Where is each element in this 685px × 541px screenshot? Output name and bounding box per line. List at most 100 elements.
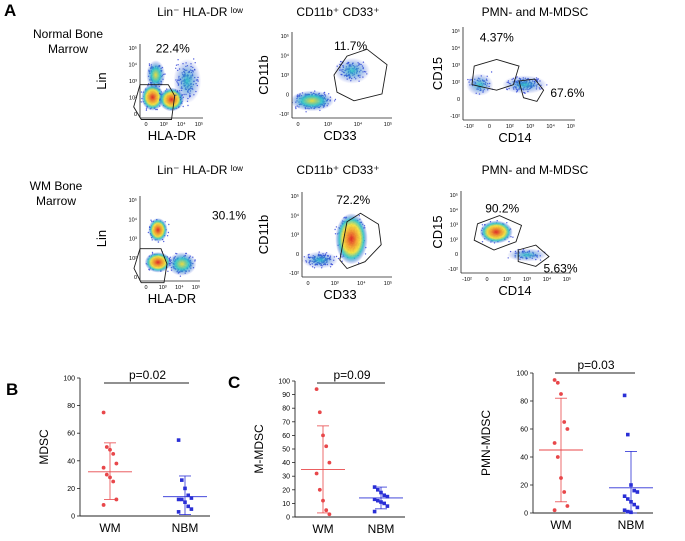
flow-tick-x: -10² <box>462 277 472 283</box>
event-cloud <box>466 71 548 96</box>
data-point-nbm <box>622 508 627 512</box>
flow-tick-y: 0 <box>134 275 137 281</box>
category-label: NBM <box>368 522 395 536</box>
flow-tick-y: 10³ <box>129 79 137 85</box>
dot-plot-1: 0 20 40 60 80 100 MDSC p=0.02 WM NBM <box>37 368 210 535</box>
gate-percentage: 5.63% <box>544 261 578 275</box>
data-point-nbm <box>622 494 627 498</box>
flow-tick-x: 10⁵ <box>192 284 200 291</box>
y-tick-label: 60 <box>67 431 75 438</box>
data-point-wm <box>111 479 116 484</box>
flow-plot-title: CD11b⁺ CD33⁺ <box>296 163 379 177</box>
category-label: NBM <box>172 521 199 535</box>
flow-tick-y: 10³ <box>450 223 458 229</box>
flow-tick-y: 10³ <box>291 233 299 239</box>
y-tick-label: 80 <box>520 399 528 406</box>
flow-tick-x: 0 <box>144 285 147 291</box>
y-tick-label: 100 <box>278 379 290 386</box>
flow-tick-y: -10² <box>448 267 458 273</box>
data-point-wm <box>562 490 567 494</box>
data-point-nbm <box>626 432 630 437</box>
gate-polygon <box>133 248 168 284</box>
flow-tick-y: 10⁴ <box>291 212 300 219</box>
flow-plot-title: PMN- and M-MDSC <box>482 163 589 177</box>
data-point-wm <box>324 508 329 513</box>
row-label-normal-line1: Normal Bone <box>33 27 103 41</box>
data-point-nbm <box>372 485 377 489</box>
data-point-wm <box>101 503 106 507</box>
category-label: WM <box>550 518 571 532</box>
flow-tick-x: 10⁵ <box>384 280 392 287</box>
data-point-wm <box>101 465 106 470</box>
data-point-nbm <box>632 502 636 507</box>
row-label-normal-line2: Marrow <box>48 42 88 56</box>
flow-ylabel: CD15 <box>430 57 445 90</box>
flow-plot-title: CD11b⁺ CD33⁺ <box>296 5 379 19</box>
flow-tick-y: 10³ <box>129 237 137 243</box>
flow-tick-x: 10⁴ <box>354 121 363 128</box>
data-point-wm <box>114 461 119 466</box>
dot-plot-3: 0 20 40 60 80 100 PMN-MDSC p=0.03 WM NBM <box>479 358 653 532</box>
flow-tick-x: 10³ <box>159 285 167 291</box>
flow-tick-y: 0 <box>286 93 289 99</box>
data-point-wm <box>317 487 322 492</box>
flow-plot-1-1: CD11b⁺ CD33⁺ 10⁵ 10⁴ 10³ 0 -10² 0 10³ 10⁴ 10⁵ CD33… <box>256 163 392 302</box>
gate-percentage: 72.2% <box>336 193 370 207</box>
data-point-nbm <box>382 501 386 506</box>
flow-tick-x: 10³ <box>331 281 339 287</box>
flow-tick-y: 10² <box>129 256 137 262</box>
data-point-nbm <box>176 510 181 514</box>
data-point-wm <box>552 441 557 445</box>
data-point-nbm <box>186 504 190 509</box>
data-point-wm <box>555 455 560 459</box>
flow-tick-y: 10⁴ <box>281 53 290 60</box>
gate-percentage: 67.6% <box>550 86 584 100</box>
data-point-wm <box>562 420 567 424</box>
data-point-nbm <box>180 497 184 502</box>
flow-tick-y: -10² <box>450 114 460 120</box>
flow-tick-y: 10³ <box>452 63 460 69</box>
y-tick-label: 40 <box>282 460 290 467</box>
flow-ylabel: Lin <box>94 72 109 89</box>
flow-tick-y: 10⁴ <box>450 207 459 214</box>
event-cloud <box>302 213 368 269</box>
flow-plot-1-2: PMN- and M-MDSC 10⁵ 10⁴ 10³ 10² 0 -10² -10² 0 10²… <box>430 163 589 298</box>
flow-tick-x: 10⁵ <box>563 276 571 283</box>
data-point-wm <box>555 380 560 385</box>
data-point-nbm <box>385 504 390 508</box>
data-point-nbm <box>379 490 383 495</box>
gate-percentage: 11.7% <box>334 39 367 53</box>
y-tick-label: 60 <box>520 427 528 434</box>
gate-percentage: 30.1% <box>212 209 246 223</box>
data-point-nbm <box>376 498 380 503</box>
flow-tick-y: 10⁵ <box>129 197 137 204</box>
y-tick-label: 10 <box>282 501 290 508</box>
flow-tick-y: 10² <box>129 96 137 102</box>
data-point-wm <box>114 497 119 502</box>
y-tick-label: 0 <box>524 511 528 518</box>
event-cloud <box>144 218 197 277</box>
flow-plot-0-1: CD11b⁺ CD33⁺ 10⁵ 10⁴ 10³ 0 -10² 0 10³ 10⁴ 10⁵ CD33… <box>256 5 392 143</box>
flow-tick-x: 10³ <box>526 124 534 130</box>
data-point-wm <box>104 445 109 449</box>
data-point-nbm <box>635 505 640 510</box>
data-point-wm <box>317 410 322 415</box>
data-point-wm <box>108 475 112 480</box>
flow-plot-title: PMN- and M-MDSC <box>482 5 589 19</box>
flow-tick-y: 10³ <box>281 73 289 79</box>
flow-tick-y: 10² <box>450 237 458 243</box>
data-point-wm <box>565 504 570 508</box>
flow-plot-title: Lin⁻ HLA-DR ˡᵒʷ <box>157 163 243 177</box>
p-value: p=0.09 <box>333 368 370 382</box>
p-value: p=0.02 <box>129 368 166 382</box>
category-label: NBM <box>618 518 645 532</box>
flow-tick-y: 0 <box>134 112 137 118</box>
y-tick-label: 40 <box>67 458 75 465</box>
flow-ylabel: CD15 <box>430 215 445 248</box>
row-label-wm-line2: Marrow <box>36 194 76 208</box>
flow-xlabel: HLA-DR <box>148 128 196 143</box>
y-tick-label: 0 <box>286 515 290 522</box>
flow-tick-x: 10⁵ <box>384 121 392 128</box>
data-point-nbm <box>629 510 633 515</box>
